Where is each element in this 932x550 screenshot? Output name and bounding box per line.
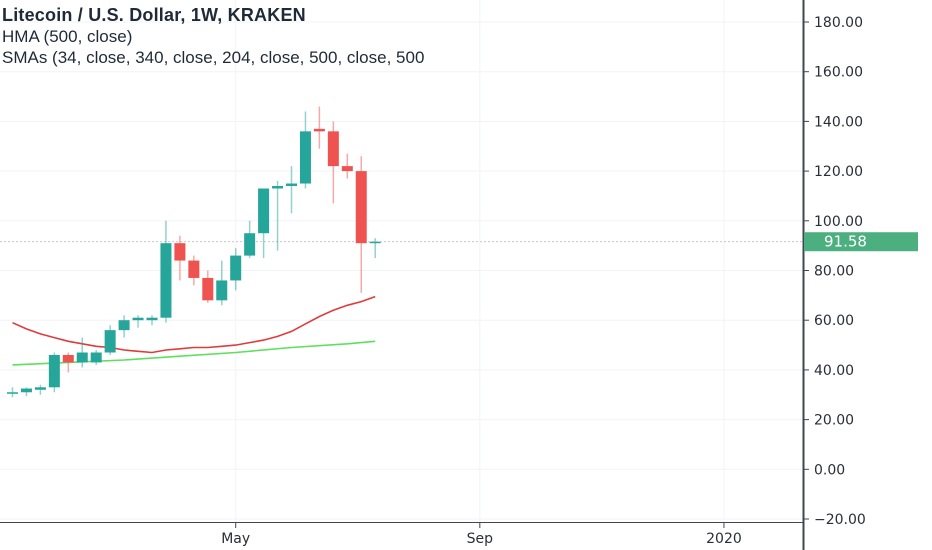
candle-body (118, 320, 130, 331)
price-tick-label: 100.00 (814, 214, 863, 230)
candle-body (286, 183, 297, 187)
candle-body (48, 354, 60, 388)
hma-indicator-label[interactable]: HMA (500, close) (2, 27, 133, 46)
price-tick-label: 80.00 (814, 264, 854, 280)
candle (146, 315, 158, 326)
candle-body (146, 317, 158, 321)
candle (160, 220, 172, 323)
price-axis[interactable]: 180.00 160.00 140.00 120.00 100.00 80.00 60.00… (803, 15, 866, 528)
candle-body (62, 354, 74, 363)
candle (216, 260, 228, 306)
candle (341, 153, 353, 179)
candle (174, 235, 186, 281)
candle (313, 106, 325, 149)
hma-line (12, 295, 376, 354)
hma-layer (12, 295, 376, 354)
last-price-label-text: 91.58 (824, 233, 867, 251)
candle (34, 384, 46, 395)
last-price-label-background (804, 232, 918, 252)
candle-body (341, 166, 353, 172)
candle-body (230, 255, 242, 281)
candle (369, 238, 381, 259)
candle-body (202, 277, 214, 301)
candle-body (7, 392, 18, 394)
time-tick-label: May (221, 531, 250, 547)
candle (104, 325, 116, 355)
candle-body (216, 280, 228, 301)
candle-body (76, 352, 88, 363)
time-tick-label: 2020 (706, 531, 742, 547)
price-tick-label: −20.00 (814, 512, 866, 528)
chart-legend: Litecoin / U.S. Dollar, 1W, KRAKEN HMA (… (0, 5, 800, 68)
candle-body (244, 233, 256, 256)
candle (202, 270, 214, 303)
candle (76, 337, 88, 368)
candle (230, 248, 242, 291)
candle-body (258, 188, 270, 234)
time-axis[interactable]: May Sep 2020 (221, 522, 742, 547)
last-price-label: 91.58 (804, 232, 918, 252)
candle (244, 220, 256, 259)
candle (7, 387, 18, 398)
price-tick-label: 0.00 (814, 462, 845, 478)
candle (20, 387, 32, 396)
grid (0, 0, 803, 522)
time-tick-label: Sep (467, 531, 494, 547)
price-tick-label: 140.00 (814, 114, 863, 130)
price-tick-label: 160.00 (814, 65, 863, 81)
candle-body (272, 186, 284, 189)
candle (48, 352, 60, 393)
candle (327, 121, 339, 204)
price-axis-background (803, 0, 932, 550)
candle (188, 255, 200, 286)
candle-body (132, 317, 144, 321)
price-tick-label: 120.00 (814, 164, 863, 180)
candle-body (104, 330, 116, 353)
candle (272, 181, 284, 251)
price-tick-label: 180.00 (814, 15, 863, 31)
candle-body (188, 260, 200, 278)
sma-indicator-label[interactable]: SMAs (34, close, 340, close, 204, close,… (2, 48, 425, 67)
price-tick-label: 40.00 (814, 363, 854, 379)
candle (286, 166, 297, 214)
candle-body (355, 171, 367, 244)
candle-body (20, 388, 32, 393)
price-tick-label: 20.00 (814, 413, 854, 429)
candle-body (327, 131, 339, 167)
candle (90, 350, 102, 365)
candles (7, 106, 381, 398)
candle (132, 315, 144, 328)
candle (299, 111, 311, 189)
candle-body (90, 352, 102, 363)
candle (258, 188, 270, 259)
price-tick-label: 60.00 (814, 313, 854, 329)
candle-body (174, 243, 186, 261)
candle-body (34, 387, 46, 390)
candle (355, 156, 367, 293)
candle (62, 352, 74, 373)
candle-body (313, 128, 325, 132)
symbol-title[interactable]: Litecoin / U.S. Dollar, 1W, KRAKEN (2, 5, 306, 25)
candle-body (299, 131, 311, 184)
candle-body (160, 243, 172, 318)
candle (118, 315, 130, 338)
candle-body (369, 241, 381, 244)
